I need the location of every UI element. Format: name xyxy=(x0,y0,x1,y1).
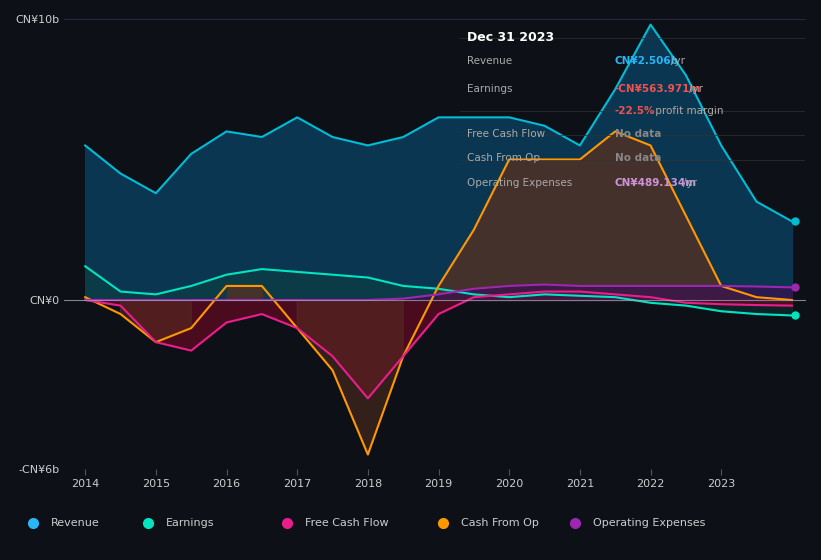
Text: Free Cash Flow: Free Cash Flow xyxy=(305,518,389,528)
Text: profit margin: profit margin xyxy=(652,106,723,116)
Text: Revenue: Revenue xyxy=(466,56,511,66)
Text: Earnings: Earnings xyxy=(166,518,214,528)
Text: Earnings: Earnings xyxy=(466,85,512,95)
Text: Revenue: Revenue xyxy=(51,518,99,528)
Text: Dec 31 2023: Dec 31 2023 xyxy=(466,31,554,44)
Text: /yr: /yr xyxy=(683,178,697,188)
Text: /yr: /yr xyxy=(690,85,704,95)
Text: CN¥2.506b: CN¥2.506b xyxy=(615,56,679,66)
Text: -CN¥563.971m: -CN¥563.971m xyxy=(615,85,701,95)
Text: -22.5%: -22.5% xyxy=(615,106,655,116)
Text: Cash From Op: Cash From Op xyxy=(461,518,539,528)
Text: Free Cash Flow: Free Cash Flow xyxy=(466,129,545,138)
Text: CN¥489.134m: CN¥489.134m xyxy=(615,178,697,188)
Text: No data: No data xyxy=(615,153,661,163)
Text: /yr: /yr xyxy=(671,56,685,66)
Text: Cash From Op: Cash From Op xyxy=(466,153,539,163)
Text: No data: No data xyxy=(615,129,661,138)
Text: Operating Expenses: Operating Expenses xyxy=(593,518,705,528)
Text: Operating Expenses: Operating Expenses xyxy=(466,178,572,188)
